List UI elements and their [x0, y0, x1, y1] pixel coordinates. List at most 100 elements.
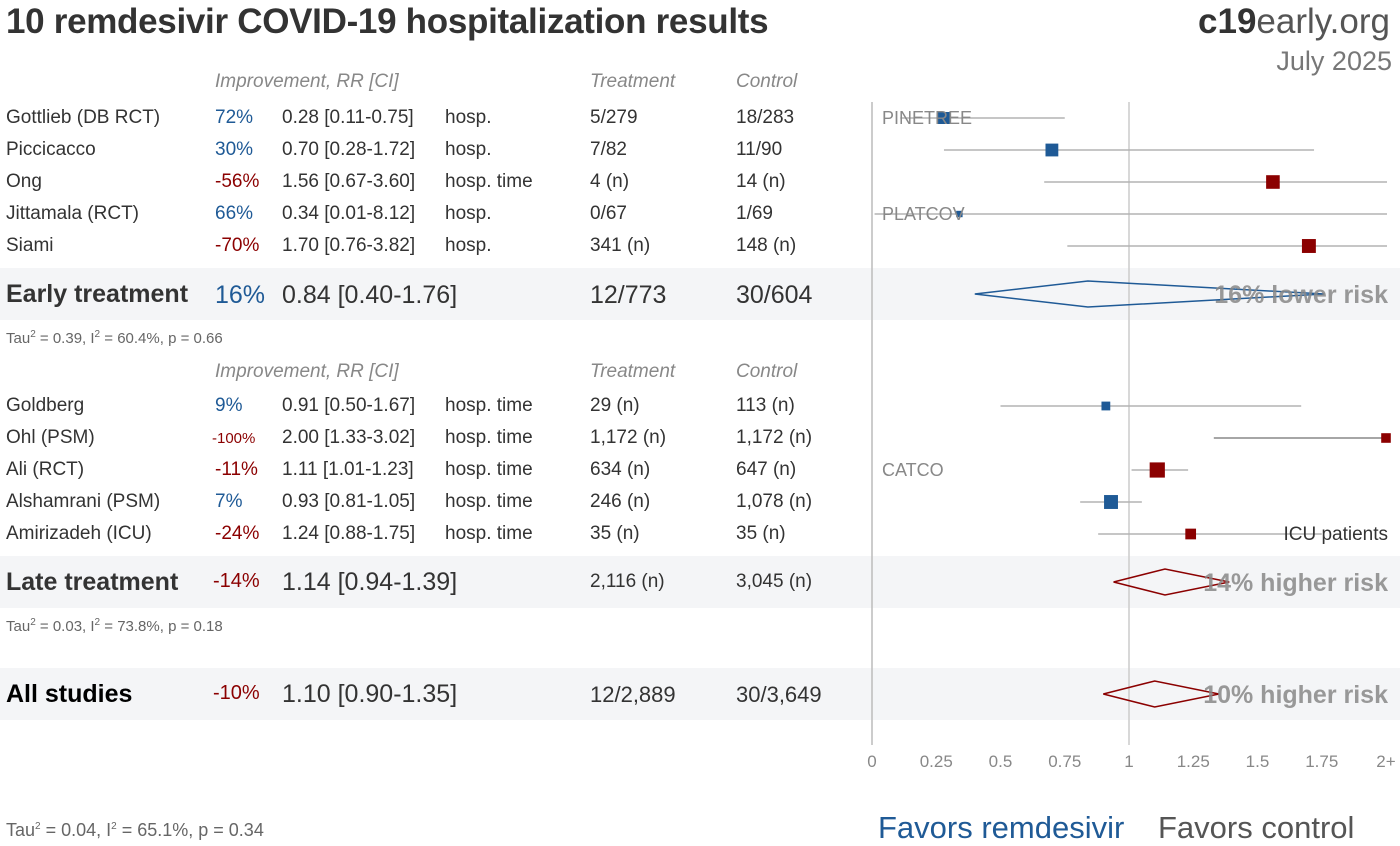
early-study-1-marker: [1045, 143, 1059, 157]
late-summary-diamond: [1113, 568, 1230, 596]
late-study-outcome: hosp. time: [445, 523, 533, 544]
late-study-control: 35 (n): [736, 523, 786, 544]
x-tick-label: 1: [1124, 752, 1133, 771]
early-study-rr: 0.34 [0.01-8.12]: [282, 203, 416, 224]
late-summary-band: [0, 556, 1400, 608]
late-study-name: Alshamrani (PSM): [6, 491, 161, 512]
x-tick-label: 0.25: [920, 752, 953, 771]
late-summary-improvement: -14%: [213, 570, 260, 592]
late-study-improvement: -24%: [215, 523, 260, 544]
late-stats: Tau2 = 0.03, I2 = 73.8%, p = 0.18: [6, 617, 223, 635]
late-study-outcome: hosp. time: [445, 459, 533, 480]
early-summary-treatment: 12/773: [590, 281, 667, 309]
col-header-treatment-late: Treatment: [590, 361, 676, 382]
late-study-control: 1,172 (n): [736, 427, 813, 448]
col-header-control: Control: [736, 71, 798, 92]
early-study-treatment: 4 (n): [590, 171, 630, 192]
x-tick-label: 1.75: [1305, 752, 1338, 771]
early-study-outcome: hosp.: [445, 139, 492, 160]
early-study-3-marker: [956, 210, 963, 218]
late-study-rr: 1.24 [0.88-1.75]: [282, 523, 416, 544]
col-header-treatment: Treatment: [590, 71, 676, 92]
page-title: 10 remdesivir COVID-19 hospitalization r…: [6, 2, 769, 41]
late-study-2-marker: [1149, 462, 1165, 478]
x-tick-label: 0.5: [989, 752, 1013, 771]
late-study-0-marker: [1101, 401, 1111, 411]
late-study-treatment: 29 (n): [590, 395, 640, 416]
x-tick-label: 0: [867, 752, 876, 771]
late-study-improvement: -11%: [215, 459, 258, 480]
late-study-rr: 2.00 [1.33-3.02]: [282, 427, 416, 448]
early-study-4-marker: [1301, 239, 1316, 253]
all-summary-treatment: 12/2,889: [590, 682, 676, 707]
early-study-improvement: 30%: [215, 139, 254, 160]
early-study-rr: 0.28 [0.11-0.75]: [282, 107, 414, 128]
early-study-control: 11/90: [736, 139, 783, 160]
col-header-improvement-late: Improvement, RR [CI]: [215, 361, 399, 382]
all-summary-band: [0, 668, 1400, 720]
brand-bold: c19: [1198, 2, 1257, 41]
late-summary-treatment: 2,116 (n): [590, 571, 665, 592]
report-date: July 2025: [1276, 46, 1392, 76]
brand-rest: early.org: [1256, 2, 1390, 41]
early-study-control: 14 (n): [736, 171, 786, 192]
late-study-control: 1,078 (n): [736, 491, 813, 512]
late-study-name: Ali (RCT): [6, 459, 85, 480]
late-study-improvement: 9%: [215, 395, 243, 416]
late-summary-rr: 1.14 [0.94-1.39]: [282, 568, 458, 596]
late-study-treatment: 35 (n): [590, 523, 640, 544]
all-summary-improvement: -10%: [213, 682, 260, 704]
early-study-outcome: hosp.: [445, 107, 492, 128]
early-summary-rr: 0.84 [0.40-1.76]: [282, 281, 458, 309]
early-summary-improvement: 16%: [215, 281, 266, 309]
early-study-treatment: 7/82: [590, 139, 627, 160]
late-study-1-marker: [1381, 433, 1391, 443]
early-stats: Tau2 = 0.39, I2 = 60.4%, p = 0.66: [6, 329, 223, 347]
late-study-name: Amirizadeh (ICU): [6, 523, 152, 544]
late-study-treatment: 246 (n): [590, 491, 651, 512]
early-study-control: 18/283: [736, 107, 795, 128]
brand-logo: c19early.org: [1198, 2, 1390, 42]
early-study-rr: 1.56 [0.67-3.60]: [282, 171, 416, 192]
late-study-rr: 0.91 [0.50-1.67]: [282, 395, 416, 416]
late-study-control: 647 (n): [736, 459, 797, 480]
late-study-outcome: hosp. time: [445, 427, 533, 448]
late-study-3-marker: [1104, 495, 1118, 509]
late-study-name: Goldberg: [6, 395, 85, 416]
all-summary-diamond: [1103, 680, 1220, 708]
late-study-improvement: 7%: [215, 491, 243, 512]
late-study-outcome: hosp. time: [445, 395, 533, 416]
early-study-2-marker: [1266, 175, 1280, 189]
early-study-name: Gottlieb (DB RCT): [6, 107, 161, 128]
early-study-3-annotation: PLATCOV: [882, 204, 965, 224]
early-study-outcome: hosp. time: [445, 171, 533, 192]
early-summary-diamond: [974, 280, 1325, 308]
early-study-control: 148 (n): [736, 235, 797, 256]
favors-left-label: Favors remdesivir: [878, 810, 1125, 845]
early-study-treatment: 0/67: [590, 203, 627, 224]
early-study-rr: 1.70 [0.76-3.82]: [282, 235, 416, 256]
late-summary-control: 3,045 (n): [736, 571, 813, 592]
early-study-outcome: hosp.: [445, 235, 492, 256]
favors-right-label: Favors control: [1158, 810, 1355, 845]
late-study-rr: 0.93 [0.81-1.05]: [282, 491, 416, 512]
early-study-control: 1/69: [736, 203, 773, 224]
x-tick-label: 0.75: [1048, 752, 1081, 771]
all-risk-text: 10% higher risk: [1203, 681, 1388, 709]
late-study-treatment: 1,172 (n): [590, 427, 667, 448]
late-study-4-marker: [1185, 528, 1197, 540]
early-risk-text: 16% lower risk: [1214, 281, 1388, 309]
early-study-improvement: -70%: [215, 235, 260, 256]
early-study-rr: 0.70 [0.28-1.72]: [282, 139, 416, 160]
late-study-control: 113 (n): [736, 395, 795, 416]
late-study-treatment: 634 (n): [590, 459, 651, 480]
late-study-2-annotation: CATCO: [882, 460, 944, 480]
col-header-improvement: Improvement, RR [CI]: [215, 71, 399, 92]
early-study-name: Jittamala (RCT): [6, 203, 140, 224]
late-summary-label: Late treatment: [6, 568, 179, 596]
x-tick-label: 1.25: [1177, 752, 1210, 771]
early-study-name: Siami: [6, 235, 54, 256]
early-study-improvement: -56%: [215, 171, 260, 192]
all-summary-label: All studies: [6, 680, 133, 708]
